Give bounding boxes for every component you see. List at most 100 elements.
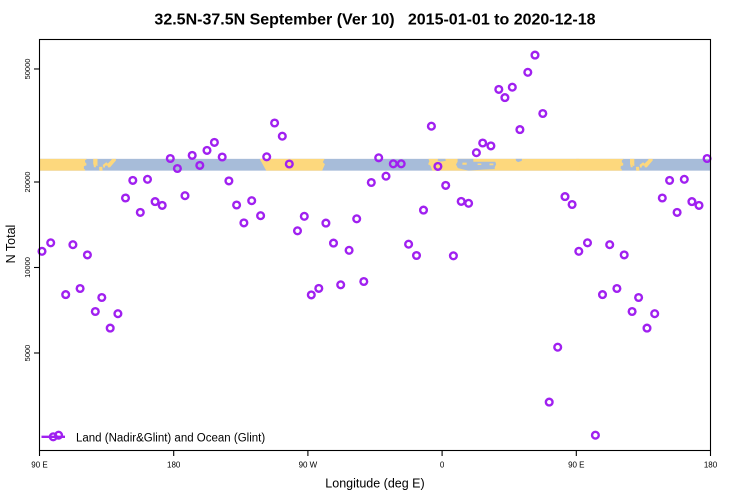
x-tick-label: 180: [704, 461, 718, 470]
data-point: [157, 200, 167, 210]
data-point-repeat: [687, 197, 697, 207]
land-jeju-repeat: [633, 164, 635, 166]
data-point: [202, 145, 212, 155]
chart-title: 32.5N-37.5N September (Ver 10) 2015-01-0…: [154, 12, 595, 29]
data-point: [441, 180, 451, 190]
land-honshu: [107, 158, 116, 168]
data-point-repeat: [627, 306, 637, 317]
data-point: [567, 199, 577, 210]
data-point: [448, 251, 458, 261]
data-point-repeat: [590, 430, 600, 440]
data-point: [270, 118, 280, 128]
data-point: [321, 218, 331, 228]
data-point: [299, 211, 309, 221]
legend-marker-circle: [48, 432, 58, 442]
land-eurasia-africa: [428, 158, 580, 171]
sea-caspian-sea: [515, 158, 522, 163]
data-point: [90, 306, 100, 317]
data-point: [292, 226, 303, 236]
data-point-repeat: [582, 238, 593, 248]
land-asia-china-repeat: [576, 158, 624, 171]
data-point-repeat: [657, 193, 667, 203]
land-jeju: [96, 164, 98, 166]
data-point: [366, 177, 376, 188]
data-point: [172, 163, 182, 174]
data-point: [120, 193, 131, 203]
data-point: [500, 93, 510, 103]
land-kyushu: [99, 166, 103, 171]
data-point: [165, 153, 175, 164]
land-honshu-repeat: [643, 158, 653, 168]
data-point-repeat: [650, 309, 660, 319]
y-tick-label: 20000: [23, 172, 32, 193]
data-point: [396, 159, 406, 169]
data-point: [284, 159, 294, 169]
data-point: [381, 171, 391, 181]
data-point: [277, 131, 287, 141]
data-point: [426, 121, 436, 131]
data-point: [128, 175, 138, 185]
land-shikoku-repeat: [639, 162, 645, 168]
data-point: [209, 137, 219, 147]
data-point-repeat: [679, 174, 689, 184]
data-point: [507, 82, 517, 92]
data-point: [494, 84, 504, 94]
x-tick-label: 90 W: [299, 461, 318, 470]
data-point: [306, 290, 316, 300]
data-point: [478, 138, 488, 148]
y-tick-label: 10000: [23, 257, 32, 278]
data-point: [75, 283, 85, 294]
data-point: [187, 150, 197, 160]
data-point-repeat: [634, 292, 644, 303]
data-point: [515, 125, 525, 135]
x-axis-title: Longitude (deg E): [325, 477, 424, 491]
data-point: [97, 292, 107, 303]
data-point: [256, 211, 266, 221]
plot-box: [38, 38, 712, 452]
data-point-repeat: [672, 207, 682, 217]
land-kyushu-repeat: [635, 166, 640, 171]
data-point: [344, 245, 354, 255]
data-point: [61, 290, 71, 300]
data-point-repeat: [694, 200, 704, 210]
sea-alboran-sea: [437, 158, 446, 162]
data-point: [530, 50, 540, 60]
data-point: [82, 250, 92, 260]
data-point-repeat: [642, 323, 652, 333]
data-point: [486, 141, 496, 151]
data-point: [46, 238, 56, 248]
legend-label: Land (Nadir&Glint) and Ocean (Glint): [76, 433, 265, 445]
data-point-repeat: [597, 290, 608, 300]
data-point: [471, 148, 481, 158]
data-point: [239, 218, 249, 228]
data-point: [544, 397, 554, 407]
land-korea: [93, 158, 98, 168]
data-point: [224, 176, 234, 186]
data-point: [37, 246, 47, 256]
data-point: [247, 196, 257, 206]
y-tick-label: 5000: [23, 345, 32, 362]
data-point: [456, 196, 466, 206]
data-point-repeat: [605, 240, 615, 250]
island-crete: [477, 163, 482, 165]
x-tick-label: 0: [440, 461, 445, 470]
data-point: [113, 309, 123, 319]
land-ocean-map-strip: [39, 158, 711, 171]
x-tick-label: 90 E: [568, 461, 584, 470]
data-point: [359, 276, 369, 287]
y-tick-label: 50000: [23, 59, 32, 80]
data-point: [262, 152, 272, 162]
data-point: [388, 159, 398, 169]
data-point: [68, 240, 78, 250]
data-point: [352, 214, 362, 224]
data-point: [217, 152, 227, 162]
data-point: [105, 323, 115, 333]
data-point: [411, 250, 422, 261]
land-shikoku: [102, 162, 108, 168]
data-point: [150, 197, 160, 207]
data-point: [523, 67, 533, 77]
y-axis-title: N Total: [4, 225, 18, 264]
data-point: [553, 342, 563, 352]
data-point: [314, 283, 324, 293]
